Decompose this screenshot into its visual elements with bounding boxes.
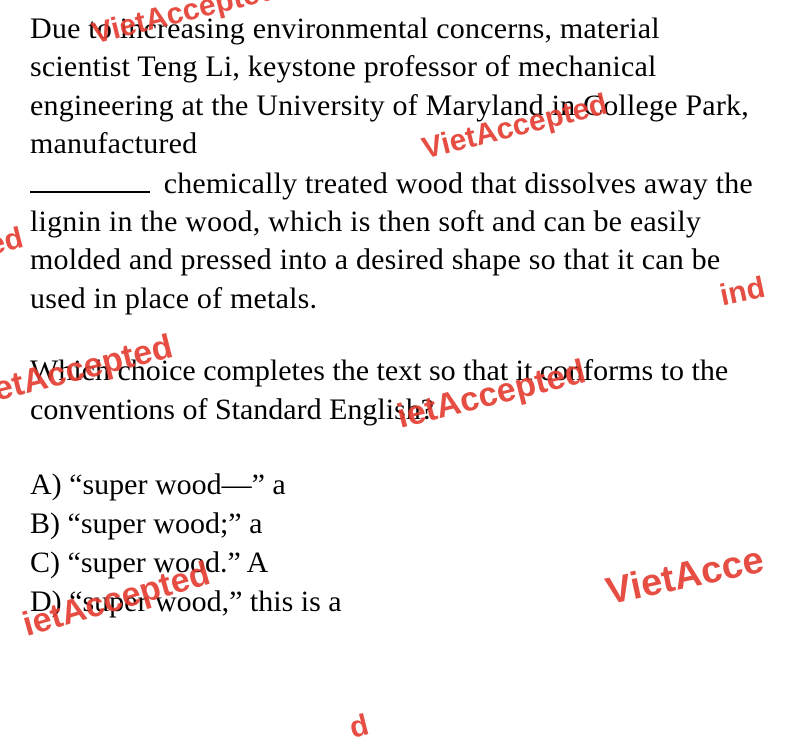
choice-b[interactable]: B) “super wood;” a: [30, 504, 765, 543]
choice-letter: D): [30, 585, 62, 618]
choice-c[interactable]: C) “super wood.” A: [30, 543, 765, 582]
passage-pre-blank: Due to increasing environmental concerns…: [30, 12, 749, 160]
blank-line: [30, 164, 150, 193]
choice-text: “super wood,” this is a: [62, 585, 342, 618]
answer-choices: A) “super wood—” a B) “super wood;” a C)…: [30, 465, 765, 621]
choice-text: “super wood.” A: [60, 546, 268, 579]
choice-text: “super wood;” a: [60, 507, 262, 540]
choice-letter: B): [30, 507, 60, 540]
choice-letter: C): [30, 546, 60, 579]
watermark-text: ed: [0, 221, 27, 262]
choice-text: “super wood—” a: [62, 468, 286, 501]
choice-d[interactable]: D) “super wood,” this is a: [30, 582, 765, 621]
choice-letter: A): [30, 468, 62, 501]
watermark-text: d: [346, 708, 372, 745]
passage-text: Due to increasing environmental concerns…: [30, 10, 765, 318]
question-text: Which choice completes the text so that …: [30, 352, 765, 429]
choice-a[interactable]: A) “super wood—” a: [30, 465, 765, 504]
